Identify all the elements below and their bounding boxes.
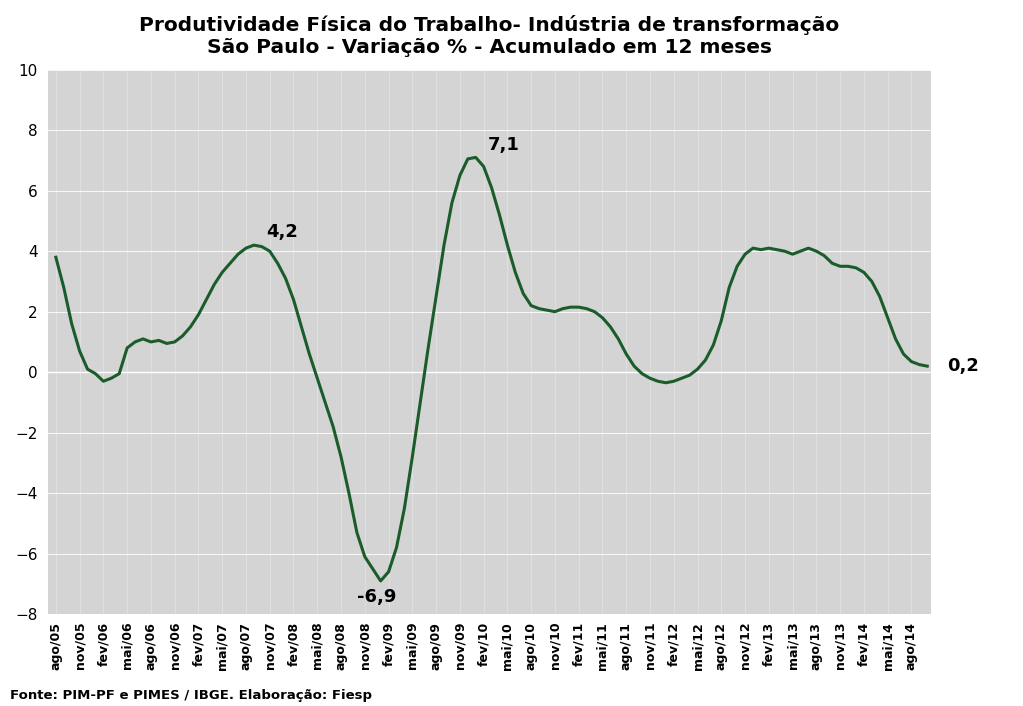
Text: 4,2: 4,2 bbox=[266, 222, 298, 241]
Text: -6,9: -6,9 bbox=[357, 589, 396, 606]
Text: Fonte: PIM-PF e PIMES / IBGE. Elaboração: Fiesp: Fonte: PIM-PF e PIMES / IBGE. Elaboração… bbox=[10, 690, 372, 702]
Title: Produtividade Física do Trabalho- Indústria de transformação
São Paulo - Variaçã: Produtividade Física do Trabalho- Indúst… bbox=[139, 15, 840, 57]
Text: 7,1: 7,1 bbox=[488, 136, 520, 155]
Text: 0,2: 0,2 bbox=[947, 357, 979, 375]
